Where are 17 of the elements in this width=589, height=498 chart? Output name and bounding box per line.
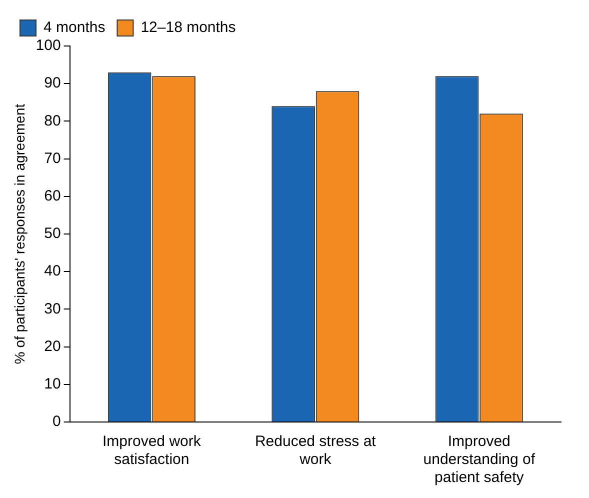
y-tick-label: 90	[44, 74, 61, 92]
y-tick-label: 70	[44, 150, 61, 167]
y-tick-label: 30	[44, 300, 61, 318]
y-tick-label: 20	[44, 338, 61, 355]
y-tick-label: 0	[52, 413, 61, 430]
x-tick-label: Reduced stress at work	[254, 433, 377, 468]
legend-label: 12–18 months	[140, 19, 236, 36]
y-tick-label: 60	[44, 188, 61, 205]
y-tick-label: 40	[44, 262, 61, 280]
x-tick-label: Improved work satisfaction	[102, 433, 202, 468]
y-tick-label: 100	[36, 37, 61, 54]
y-tick-label: 80	[44, 112, 61, 130]
x-tick-label: Improved understanding of patient safety	[423, 433, 536, 486]
y-tick-label: 50	[44, 225, 61, 242]
y-tick-label: 10	[44, 376, 61, 393]
legend-label: 4 months	[44, 19, 106, 36]
y-axis-title: % of participants' responses in agreement	[11, 104, 28, 364]
